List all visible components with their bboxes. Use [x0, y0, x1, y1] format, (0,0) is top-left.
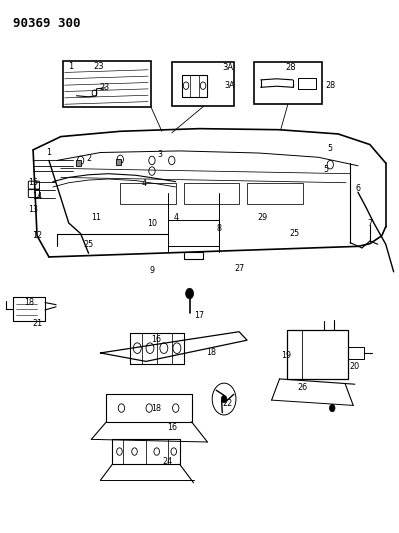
Text: 23: 23 — [93, 62, 104, 71]
Text: 23: 23 — [99, 83, 109, 92]
Circle shape — [186, 288, 194, 299]
Text: 5: 5 — [324, 166, 329, 174]
Text: 26: 26 — [298, 383, 308, 392]
Text: 7: 7 — [367, 219, 372, 228]
Text: 18: 18 — [24, 298, 34, 307]
Text: 6: 6 — [356, 184, 360, 193]
Text: 10: 10 — [147, 219, 157, 228]
Text: 11: 11 — [91, 213, 101, 222]
Text: 1: 1 — [46, 148, 51, 157]
Text: 28: 28 — [325, 80, 335, 90]
Text: 90369 300: 90369 300 — [13, 17, 81, 30]
Text: 17: 17 — [194, 311, 205, 320]
Text: 25: 25 — [289, 229, 300, 238]
Circle shape — [221, 395, 227, 403]
Text: 20: 20 — [349, 362, 359, 370]
Text: 27: 27 — [234, 264, 244, 272]
Text: 16: 16 — [167, 423, 177, 432]
Bar — [63, 61, 151, 108]
Text: 18: 18 — [206, 349, 216, 358]
Text: 14: 14 — [32, 192, 42, 201]
Text: 24: 24 — [163, 457, 173, 466]
Bar — [120, 183, 176, 204]
Text: 3A: 3A — [223, 63, 233, 72]
Bar — [116, 159, 120, 165]
Bar — [254, 62, 322, 104]
Text: 2: 2 — [86, 155, 91, 164]
Text: 29: 29 — [258, 213, 268, 222]
Text: 13: 13 — [28, 205, 38, 214]
Text: 18: 18 — [151, 404, 161, 413]
Text: 19: 19 — [282, 351, 292, 360]
Text: 5: 5 — [328, 144, 333, 154]
Text: 22: 22 — [222, 399, 232, 408]
Text: 4: 4 — [142, 179, 146, 188]
Circle shape — [330, 405, 335, 412]
Text: 15: 15 — [28, 178, 38, 187]
Bar — [76, 160, 81, 166]
Text: 28: 28 — [286, 63, 296, 72]
Bar — [184, 183, 239, 204]
Text: 3: 3 — [157, 150, 162, 159]
Bar — [247, 183, 302, 204]
Text: 21: 21 — [32, 319, 42, 328]
Text: 3A: 3A — [224, 80, 235, 90]
Text: 8: 8 — [217, 224, 222, 233]
Text: 25: 25 — [83, 240, 94, 249]
Bar — [172, 62, 234, 107]
Text: 1: 1 — [68, 62, 73, 71]
Text: 16: 16 — [151, 335, 161, 344]
Text: 4: 4 — [173, 213, 178, 222]
Text: 9: 9 — [149, 266, 154, 275]
Text: 12: 12 — [32, 231, 42, 240]
